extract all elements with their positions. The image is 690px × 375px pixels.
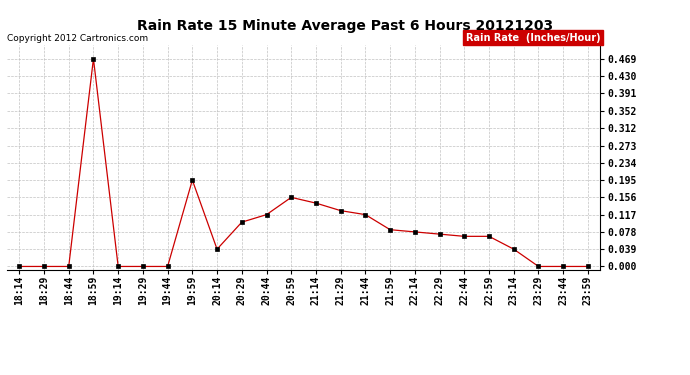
Text: Rain Rate 15 Minute Average Past 6 Hours 20121203: Rain Rate 15 Minute Average Past 6 Hours…: [137, 19, 553, 33]
Text: Copyright 2012 Cartronics.com: Copyright 2012 Cartronics.com: [7, 34, 148, 43]
Text: Rain Rate  (Inches/Hour): Rain Rate (Inches/Hour): [466, 33, 600, 43]
